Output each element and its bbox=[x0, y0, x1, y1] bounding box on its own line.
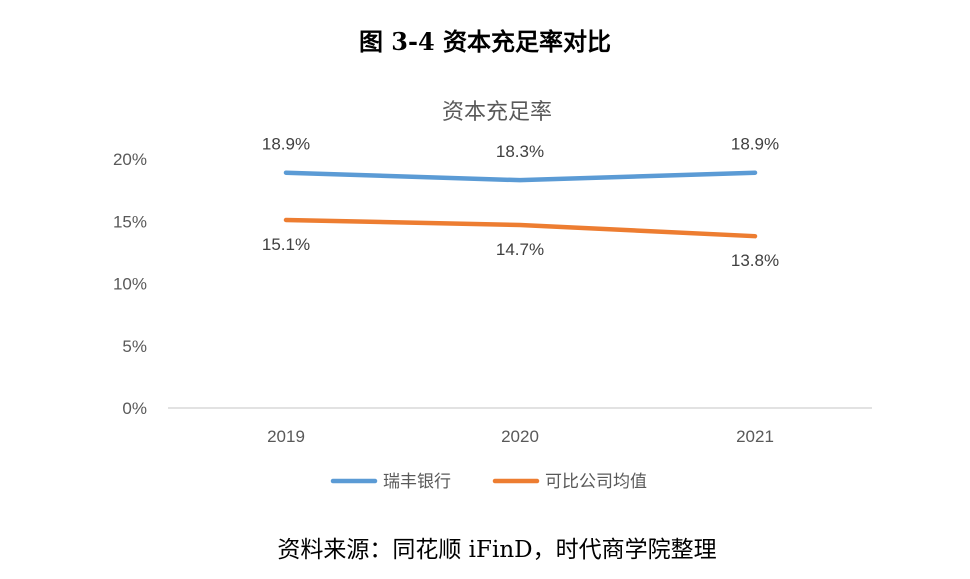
series-line bbox=[283, 217, 758, 239]
x-tick-label: 2019 bbox=[267, 427, 305, 446]
y-tick-label: 15% bbox=[113, 212, 147, 231]
data-label: 18.9% bbox=[262, 135, 310, 154]
y-tick-label: 5% bbox=[122, 337, 147, 356]
data-label: 15.1% bbox=[262, 235, 310, 254]
source-note: 资料来源：同花顺 iFinD，时代商学院整理 bbox=[277, 537, 716, 563]
legend-label: 可比公司均值 bbox=[545, 472, 647, 492]
figure-title: 图 3-4 资本充足率对比 bbox=[359, 27, 611, 56]
y-tick-label: 20% bbox=[113, 150, 147, 169]
x-tick-label: 2021 bbox=[736, 427, 774, 446]
y-tick-label: 10% bbox=[113, 275, 147, 294]
y-tick-label: 0% bbox=[122, 399, 147, 418]
legend-label: 瑞丰银行 bbox=[383, 472, 451, 492]
series-line bbox=[283, 170, 758, 183]
data-label: 14.7% bbox=[496, 240, 544, 259]
chart-title: 资本充足率 bbox=[442, 100, 552, 125]
data-label: 13.8% bbox=[731, 251, 779, 270]
x-tick-label: 2020 bbox=[501, 427, 539, 446]
data-label: 18.3% bbox=[496, 142, 544, 161]
data-label: 18.9% bbox=[731, 135, 779, 154]
